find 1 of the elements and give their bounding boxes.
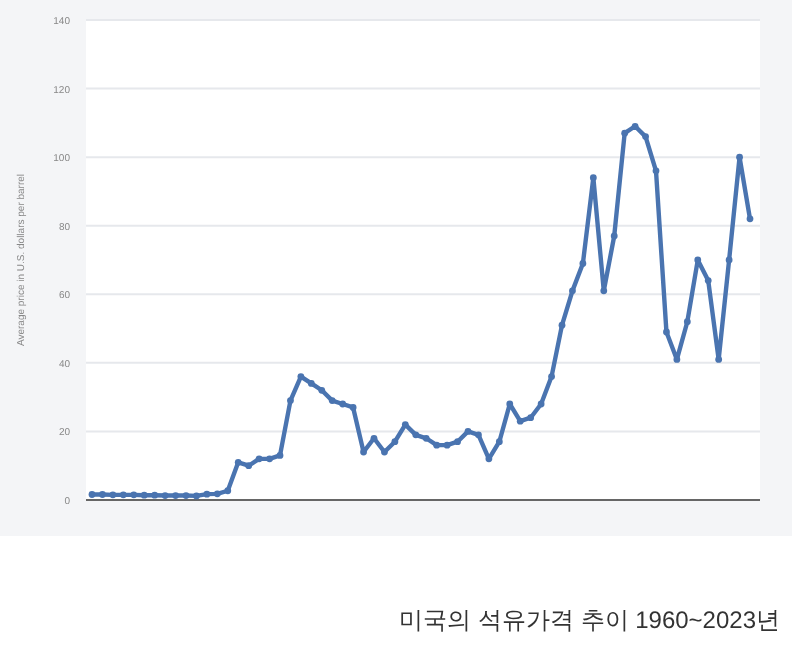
text: 미국의 석유가격 추이 1960~2023년 bbox=[399, 606, 780, 634]
